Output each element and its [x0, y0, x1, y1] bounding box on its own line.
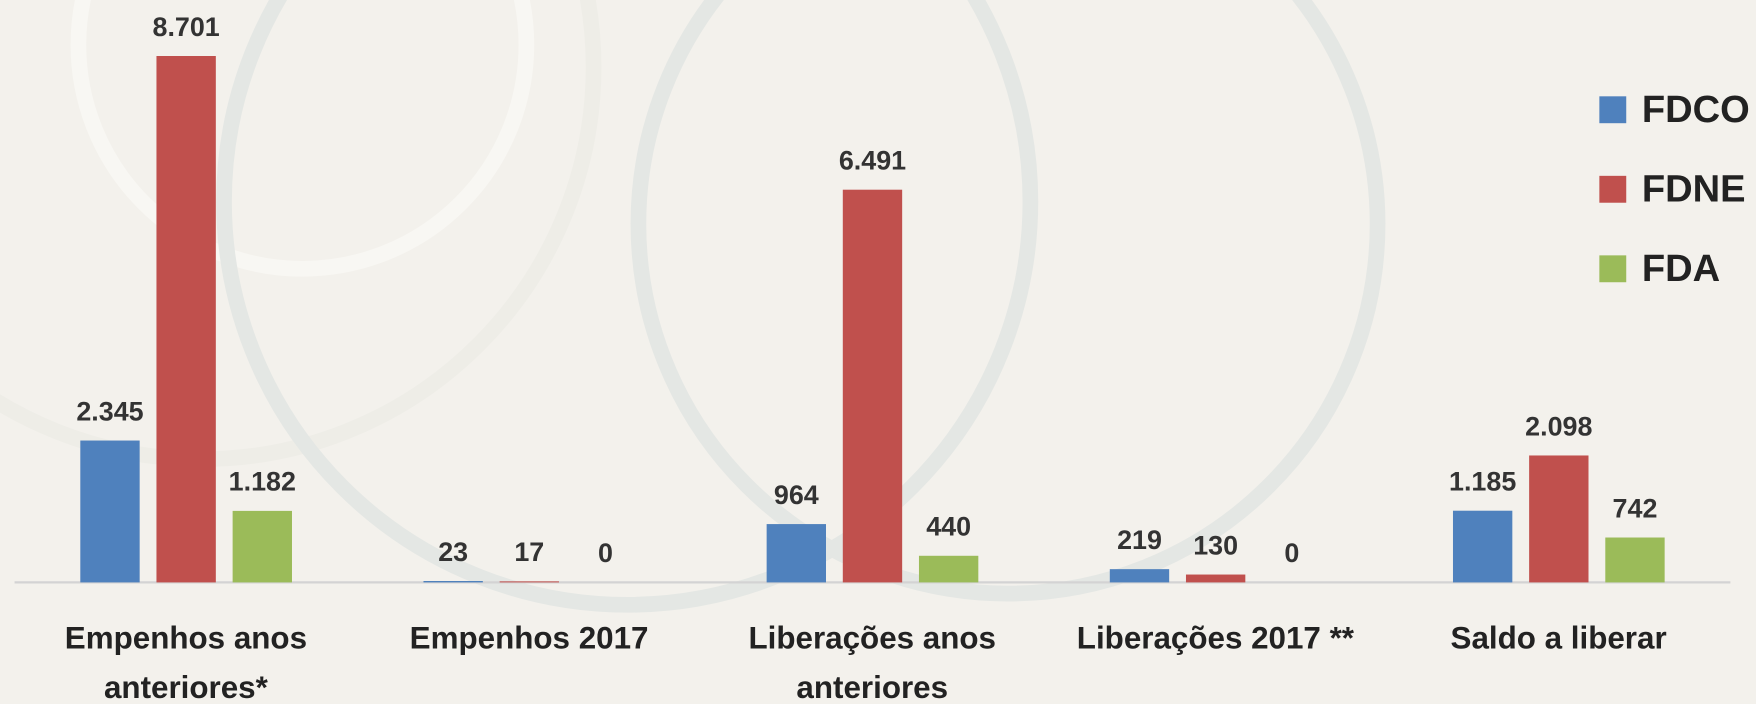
- x-tick-label: Empenhos anos anteriores*: [64, 620, 308, 704]
- x-tick-label: Liberações 2017 **: [1076, 620, 1355, 656]
- data-label: 1.185: [1449, 467, 1516, 497]
- bar: [156, 56, 216, 583]
- bar: [1605, 537, 1665, 583]
- bar: [1109, 569, 1170, 583]
- legend-swatch: [1599, 175, 1627, 203]
- data-label: 6.491: [839, 146, 906, 176]
- data-label: 0: [598, 538, 613, 568]
- data-label: 0: [1284, 538, 1299, 568]
- data-label: 219: [1117, 525, 1162, 555]
- x-tick-label: Empenhos 2017: [409, 620, 649, 656]
- data-label: 8.701: [153, 12, 220, 42]
- legend-swatch: [1599, 255, 1627, 283]
- bar: [1452, 510, 1513, 583]
- legend-swatch: [1599, 96, 1627, 124]
- data-label: 2.098: [1525, 411, 1592, 441]
- bar: [918, 555, 979, 583]
- bar: [499, 581, 559, 583]
- data-label: 23: [438, 537, 468, 567]
- bar: [423, 581, 483, 583]
- data-label: 742: [1613, 493, 1658, 523]
- bar: [1185, 574, 1246, 583]
- bar: [80, 440, 140, 583]
- data-label: 440: [926, 512, 971, 542]
- bar: [1529, 455, 1589, 583]
- legend-label: FDA: [1642, 248, 1720, 290]
- data-label: 130: [1193, 530, 1238, 560]
- legend-label: FDCO: [1642, 89, 1750, 131]
- data-label: 1.182: [229, 467, 296, 497]
- data-label: 2.345: [76, 396, 143, 426]
- x-tick-label: Liberações anos anteriores: [748, 620, 996, 704]
- bar: [232, 510, 292, 583]
- data-label: 964: [774, 480, 819, 510]
- data-label: 17: [514, 537, 544, 567]
- legend-label: FDNE: [1642, 169, 1746, 211]
- bar: [766, 524, 826, 583]
- x-tick-label: Saldo a liberar: [1450, 620, 1667, 656]
- bar: [842, 189, 903, 583]
